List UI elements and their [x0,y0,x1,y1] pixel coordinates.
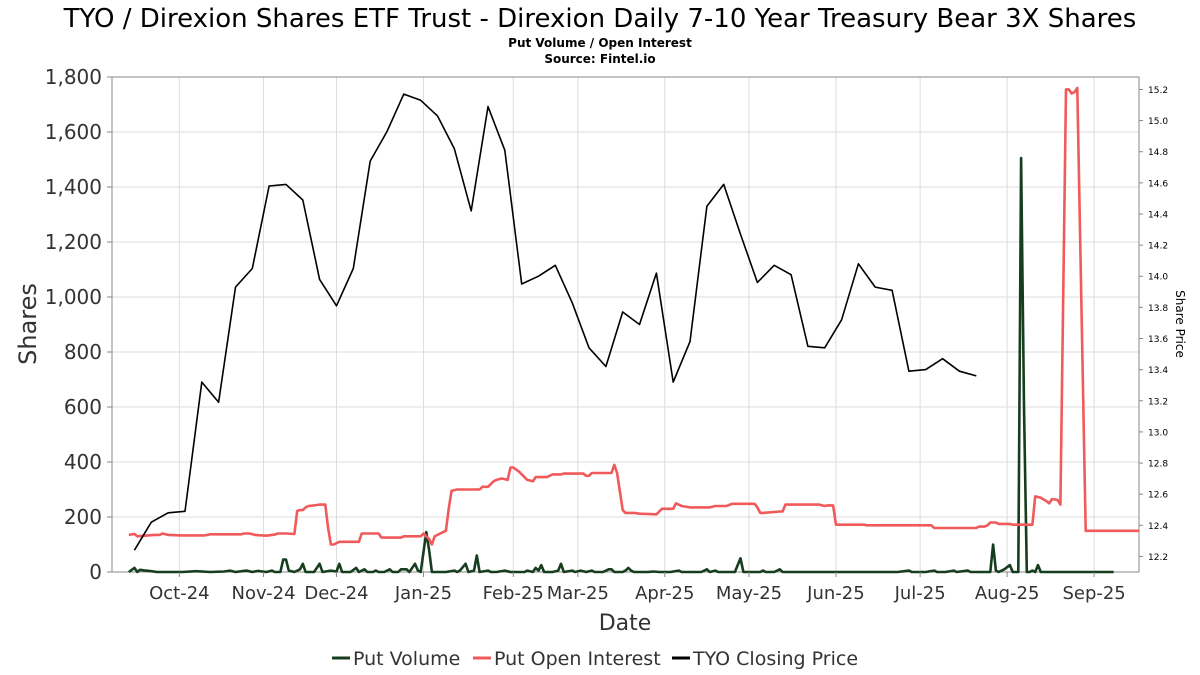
y2-tick-label: 14.2 [1148,242,1168,252]
y2-tick-label: 14.6 [1148,179,1168,189]
series-line-put-volume [128,156,1114,574]
y-tick-label: 1,800 [45,65,102,89]
series-layer [128,86,1139,574]
series-line-tyo-closing-price [133,93,977,551]
y2-tick-label: 12.8 [1148,460,1168,470]
grid-lines [112,76,1139,573]
x-tick-label: Oct-24 [149,583,210,604]
x-tick-label: May-25 [716,583,782,604]
x-axis-label: Date [599,611,652,636]
series-line-put-open-interest [128,86,1139,546]
y-tick-label: 800 [64,340,102,364]
legend-label-put-open-interest: Put Open Interest [494,648,661,670]
x-tick-label: Jul-25 [894,583,946,604]
right-axis: 12.2 12.4 12.6 12.8 13.0 13.2 13.4 13.6 13.8 14.0… [1139,86,1168,563]
chart-title: TYO / Direxion Shares ETF Trust - Direxi… [63,4,1137,34]
x-tick-label: Jan-25 [394,583,452,604]
x-axis: Oct-24 Nov-24 Dec-24 Jan-25 Feb-25 Mar-25 Apr-… [149,572,1126,604]
x-tick-label: Apr-25 [635,583,694,604]
x-tick-label: Feb-25 [483,583,544,604]
y2-tick-label: 15.2 [1148,86,1168,96]
left-axis: 0 200 400 600 800 1,000 1,200 1,400 1,600 1,800 [45,65,112,584]
chart-subtitle: Put Volume / Open Interest [508,36,692,50]
y-axis-label: Shares [14,283,42,365]
x-tick-label: Jun-25 [806,583,865,604]
y2-axis-label: Share Price [1173,290,1187,358]
y-tick-label: 200 [64,505,102,529]
x-tick-label: Mar-25 [547,583,609,604]
y2-tick-label: 13.2 [1148,397,1168,407]
y2-tick-label: 13.6 [1148,335,1168,345]
y-tick-label: 0 [89,560,102,584]
y2-tick-label: 13.4 [1148,366,1168,376]
y-tick-label: 1,200 [45,230,102,254]
x-tick-label: Dec-24 [304,583,368,604]
y2-tick-label: 12.4 [1148,522,1168,532]
y-tick-label: 1,400 [45,175,102,199]
x-tick-label: Aug-25 [975,583,1040,604]
y2-tick-label: 12.6 [1148,491,1168,501]
y2-tick-label: 14.0 [1148,273,1168,283]
chart-source: Source: Fintel.io [544,52,656,66]
legend-label-tyo-closing-price: TYO Closing Price [692,648,858,670]
x-tick-label: Sep-25 [1062,583,1125,604]
y-tick-label: 1,000 [45,285,102,309]
legend: Put Volume Put Open Interest TYO Closing P… [332,648,858,670]
plot-area-frame [111,76,1140,573]
y2-tick-label: 15.0 [1148,117,1168,127]
y2-tick-label: 12.2 [1148,553,1168,563]
y2-tick-label: 14.8 [1148,148,1168,158]
legend-label-put-volume: Put Volume [353,648,460,670]
y-tick-label: 1,600 [45,120,102,144]
y2-tick-label: 13.0 [1148,428,1168,438]
y2-tick-label: 14.4 [1148,210,1168,220]
y-tick-label: 400 [64,450,102,474]
y2-tick-label: 13.8 [1148,304,1168,314]
x-tick-label: Nov-24 [232,583,296,604]
y-tick-label: 600 [64,395,102,419]
